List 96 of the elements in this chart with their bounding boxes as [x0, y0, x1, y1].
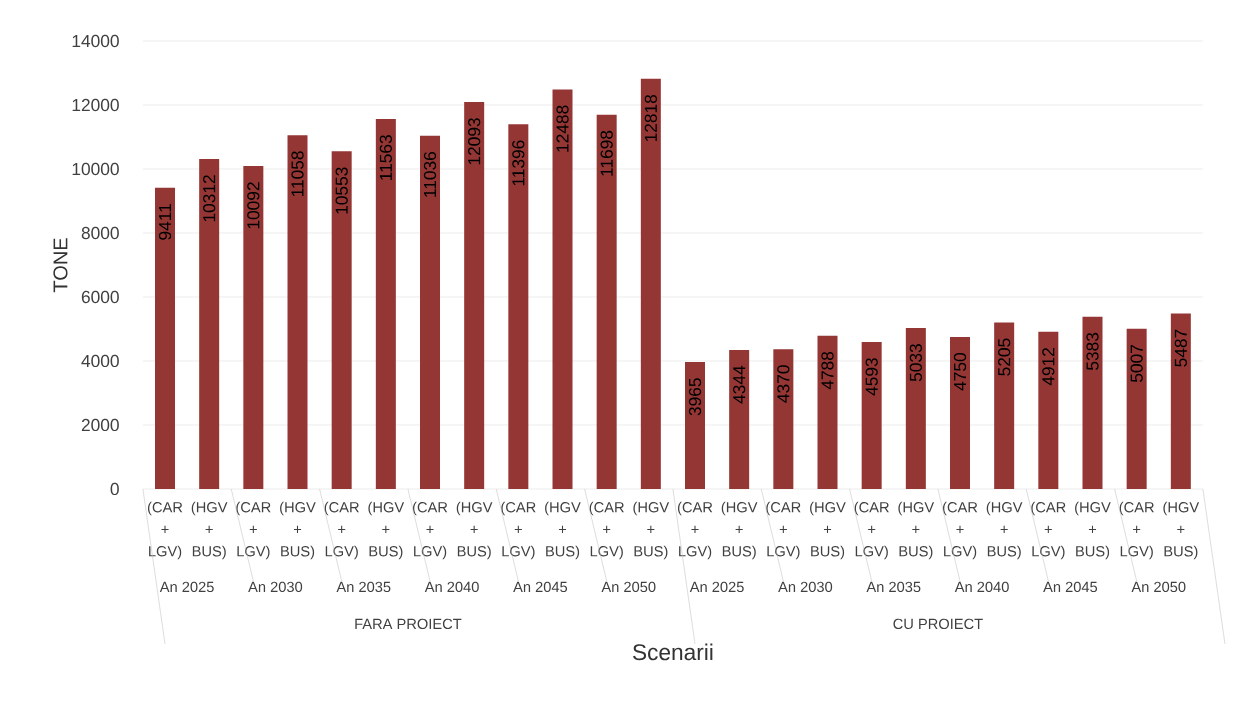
data-label: 12488	[556, 105, 569, 152]
x-tick-label: (HGV + BUS)	[986, 501, 1023, 560]
bar	[199, 159, 220, 489]
bar	[1170, 313, 1191, 489]
data-label: 12093	[468, 118, 481, 165]
bar	[905, 327, 926, 489]
data-label: 4788	[821, 351, 834, 390]
text: An 2045	[1043, 581, 1098, 593]
x-tick-label: (CAR + LGV)	[412, 501, 448, 560]
text: An 2045	[513, 581, 568, 593]
y-tick-label: 0	[110, 482, 119, 496]
data-label: 11698	[600, 130, 613, 176]
data-label: 4593	[865, 358, 878, 396]
bar	[773, 349, 794, 489]
data-label: 11396	[512, 140, 525, 186]
x-tick-label: (CAR + LGV)	[324, 501, 359, 560]
data-label: 12818	[644, 94, 657, 142]
bar	[331, 151, 352, 489]
bar	[1126, 328, 1147, 489]
data-label: 5007	[1130, 345, 1143, 383]
x-tick-label: (CAR + LGV)	[236, 501, 271, 560]
text: An 2035	[866, 581, 921, 593]
data-label: 11058	[291, 151, 304, 197]
text: An 2025	[689, 581, 744, 593]
bar	[375, 118, 396, 489]
x-tick-label: (CAR + LGV)	[147, 501, 183, 560]
text: An 2050	[1131, 581, 1186, 593]
y-tick-label: 6000	[81, 290, 119, 304]
bar	[287, 135, 308, 489]
bar	[243, 166, 264, 489]
bar	[861, 342, 882, 489]
data-label: 11036	[423, 151, 437, 197]
data-label: 10312	[203, 175, 216, 222]
bar	[464, 102, 485, 489]
bar	[685, 362, 705, 489]
bar	[420, 135, 440, 489]
x-tick-label: (CAR + LGV)	[589, 501, 624, 560]
bar	[994, 322, 1015, 489]
x-tick-label: (HGV + BUS)	[721, 501, 758, 560]
x-tick-label: (HGV + BUS)	[1075, 501, 1111, 560]
y-tick-label: 2000	[81, 418, 119, 432]
data-label: 3965	[688, 378, 702, 416]
x-tick-label: (HGV + BUS)	[280, 501, 316, 560]
bar	[155, 187, 176, 489]
text: An 2035	[336, 581, 391, 593]
data-label: 4370	[777, 365, 790, 403]
data-label: 5205	[998, 338, 1011, 376]
text: An 2040	[424, 581, 479, 593]
y-tick-label: 8000	[81, 226, 119, 240]
x-tick-label: (HGV + BUS)	[545, 501, 581, 560]
x-tick-label: (CAR + LGV)	[677, 501, 713, 560]
text: CU PROIECT	[893, 618, 983, 630]
x-axis-title: Scenarii	[633, 643, 713, 661]
x-tick-label: (HGV + BUS)	[1163, 501, 1200, 560]
data-label: 4344	[733, 365, 746, 404]
bar	[508, 124, 529, 489]
x-tick-label: (HGV + BUS)	[368, 501, 405, 560]
bar	[729, 349, 750, 489]
x-tick-label: (CAR + LGV)	[942, 501, 978, 560]
data-label: 10553	[335, 167, 348, 214]
y-tick-label: 12000	[72, 98, 119, 112]
bar	[552, 89, 573, 489]
text: An 2040	[954, 581, 1009, 593]
data-label: 5487	[1174, 329, 1187, 367]
x-tick-label: (CAR + LGV)	[1031, 501, 1066, 560]
x-tick-label: (HGV + BUS)	[633, 501, 670, 560]
x-tick-label: (CAR + LGV)	[1119, 501, 1154, 560]
data-label: 9411	[158, 204, 172, 240]
text: FARA PROIECT	[355, 618, 462, 630]
data-label: 4750	[953, 353, 967, 391]
data-label: 10092	[247, 182, 260, 229]
bar	[1082, 316, 1103, 489]
bar	[640, 78, 661, 489]
x-tick-label: (CAR + LGV)	[854, 501, 889, 560]
data-label: 11563	[379, 135, 392, 180]
data-label: 5383	[1086, 332, 1099, 370]
text: An 2050	[601, 581, 656, 593]
y-tick-label: 4000	[81, 354, 119, 368]
bar	[950, 336, 970, 489]
x-tick-label: (CAR + LGV)	[766, 501, 801, 560]
bar	[1038, 331, 1059, 489]
x-tick-label: (CAR + LGV)	[501, 501, 536, 560]
x-tick-label: (HGV + BUS)	[810, 501, 846, 560]
data-label: 5033	[909, 344, 922, 382]
text: An 2030	[248, 581, 303, 593]
y-axis-title: TONE	[53, 238, 68, 293]
bar	[596, 114, 617, 489]
y-tick-label: 10000	[72, 162, 119, 176]
text: An 2030	[778, 581, 833, 593]
text: An 2025	[159, 581, 214, 593]
bar	[817, 335, 838, 489]
x-tick-label: (HGV + BUS)	[898, 501, 935, 560]
data-label: 4912	[1042, 348, 1055, 386]
x-tick-label: (HGV + BUS)	[191, 501, 228, 560]
x-tick-label: (HGV + BUS)	[456, 501, 493, 560]
y-tick-label: 14000	[72, 34, 119, 48]
